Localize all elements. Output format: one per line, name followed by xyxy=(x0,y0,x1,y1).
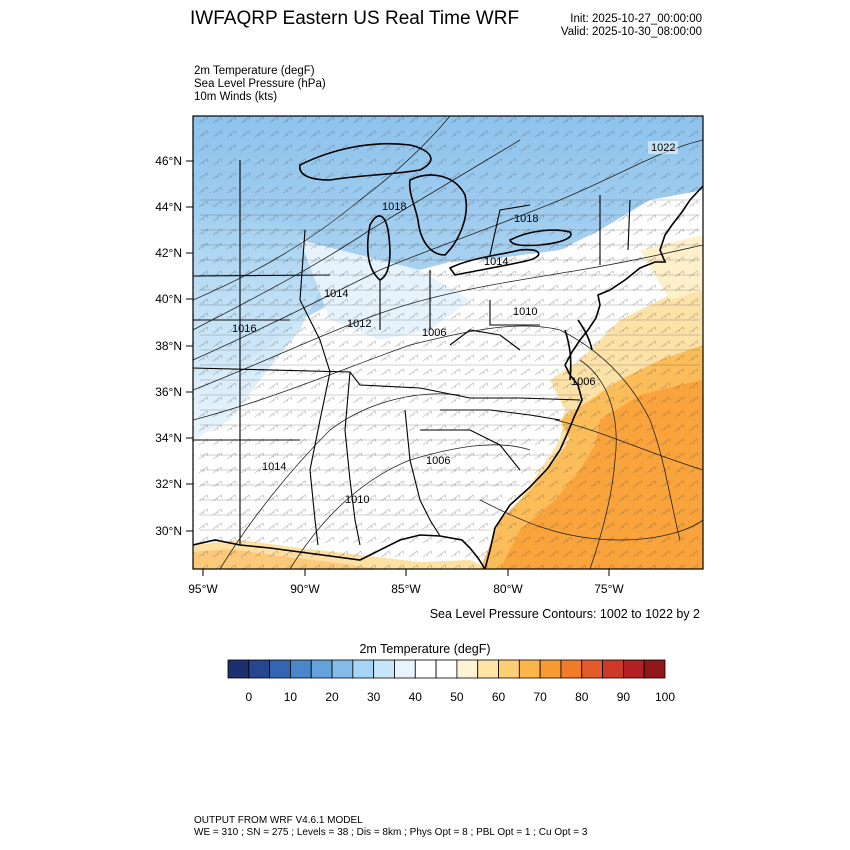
pressure-label: 1006 xyxy=(426,455,450,467)
colorbar-swatch xyxy=(498,659,520,679)
latitude-axis: 46°N 44°N 42°N 40°N 38°N 36°N 34°N 32°N 30°N xyxy=(155,154,193,538)
lat-tick-label: 46°N xyxy=(155,154,182,168)
lat-tick-label: 36°N xyxy=(155,385,182,399)
colorbar-swatch xyxy=(414,659,437,679)
lat-tick-label: 40°N xyxy=(155,292,182,306)
lat-tick-label: 30°N xyxy=(155,524,182,538)
pressure-label: 1006 xyxy=(571,376,595,388)
colorbar-swatch xyxy=(310,659,333,679)
lon-tick-label: 75°W xyxy=(594,582,624,596)
colorbar-swatch xyxy=(622,659,645,679)
colorbar-tick-label: 80 xyxy=(575,690,589,704)
colorbar-swatch xyxy=(290,659,312,679)
colorbar-swatch xyxy=(643,659,666,679)
pressure-label: 1012 xyxy=(347,318,371,330)
colorbar-swatch xyxy=(539,659,562,679)
colorbar-tick-label: 0 xyxy=(245,690,252,704)
colorbar xyxy=(227,659,666,679)
pressure-label: 1010 xyxy=(513,306,537,318)
lon-tick-label: 95°W xyxy=(188,582,218,596)
field-winds: 10m Winds (kts) xyxy=(194,91,278,103)
colorbar-tick-label: 20 xyxy=(325,690,339,704)
colorbar-tick-label: 60 xyxy=(492,690,506,704)
colorbar-tick-label: 10 xyxy=(284,690,298,704)
pressure-label: 1014 xyxy=(262,461,286,473)
colorbar-swatch xyxy=(352,659,375,679)
lon-tick-label: 85°W xyxy=(391,582,421,596)
lon-tick-label: 90°W xyxy=(290,582,320,596)
colorbar-tick-label: 70 xyxy=(533,690,547,704)
pressure-label: 1014 xyxy=(324,288,348,300)
colorbar-swatch xyxy=(248,659,271,679)
colorbar-title: 2m Temperature (degF) xyxy=(359,642,491,656)
colorbar-swatch xyxy=(331,659,354,679)
lon-tick-label: 80°W xyxy=(493,582,523,596)
pressure-label: 1018 xyxy=(382,201,406,213)
slp-contour-note: Sea Level Pressure Contours: 1002 to 102… xyxy=(429,607,700,621)
colorbar-swatch xyxy=(394,659,416,679)
lat-tick-label: 32°N xyxy=(155,477,182,491)
field-temperature: 2m Temperature (degF) xyxy=(194,65,315,77)
longitude-axis: 95°W 90°W 85°W 80°W 75°W xyxy=(188,569,624,596)
colorbar-swatch xyxy=(560,659,583,679)
colorbar-swatch xyxy=(269,659,291,679)
pressure-label: 1016 xyxy=(232,323,256,335)
footer-config: WE = 310 ; SN = 275 ; Levels = 38 ; Dis … xyxy=(194,827,588,838)
lat-tick-label: 38°N xyxy=(155,339,182,353)
footer-model: OUTPUT FROM WRF V4.6.1 MODEL xyxy=(194,815,363,826)
colorbar-swatch xyxy=(435,659,458,679)
field-pressure: Sea Level Pressure (hPa) xyxy=(194,78,326,90)
map-area: 1022 1018 1018 1014 1014 1016 1012 1006 … xyxy=(193,116,703,569)
chart-title: IWFAQRP Eastern US Real Time WRF xyxy=(190,8,520,29)
colorbar-swatch xyxy=(518,659,541,679)
lat-tick-label: 42°N xyxy=(155,246,182,260)
lat-tick-label: 34°N xyxy=(155,431,182,445)
colorbar-swatch xyxy=(477,659,499,679)
lat-tick-label: 44°N xyxy=(155,200,182,214)
colorbar-swatch xyxy=(227,659,250,679)
colorbar-swatch xyxy=(602,659,624,679)
valid-time: Valid: 2025-10-30_08:00:00 xyxy=(560,26,702,38)
init-time: Init: 2025-10-27_00:00:00 xyxy=(570,13,702,25)
colorbar-swatch xyxy=(456,659,479,679)
colorbar-swatch xyxy=(581,659,603,679)
colorbar-swatch xyxy=(373,659,395,679)
pressure-label: 1022 xyxy=(651,142,675,154)
county-boundaries xyxy=(200,199,700,531)
colorbar-tick-label: 100 xyxy=(655,690,675,704)
colorbar-tick-label: 30 xyxy=(367,690,381,704)
colorbar-tick-label: 90 xyxy=(617,690,631,704)
pressure-label: 1014 xyxy=(484,256,508,268)
colorbar-tick-label: 50 xyxy=(450,690,464,704)
colorbar-tick-label: 40 xyxy=(409,690,423,704)
pressure-label: 1006 xyxy=(422,327,446,339)
colorbar-labels: 0 10 20 30 40 50 60 70 80 90 100 xyxy=(245,690,675,704)
pressure-label: 1018 xyxy=(514,213,538,225)
map-frame xyxy=(192,115,704,570)
pressure-labels: 1022 1018 1018 1014 1014 1016 1012 1006 … xyxy=(232,141,678,506)
pressure-label: 1010 xyxy=(345,494,369,506)
